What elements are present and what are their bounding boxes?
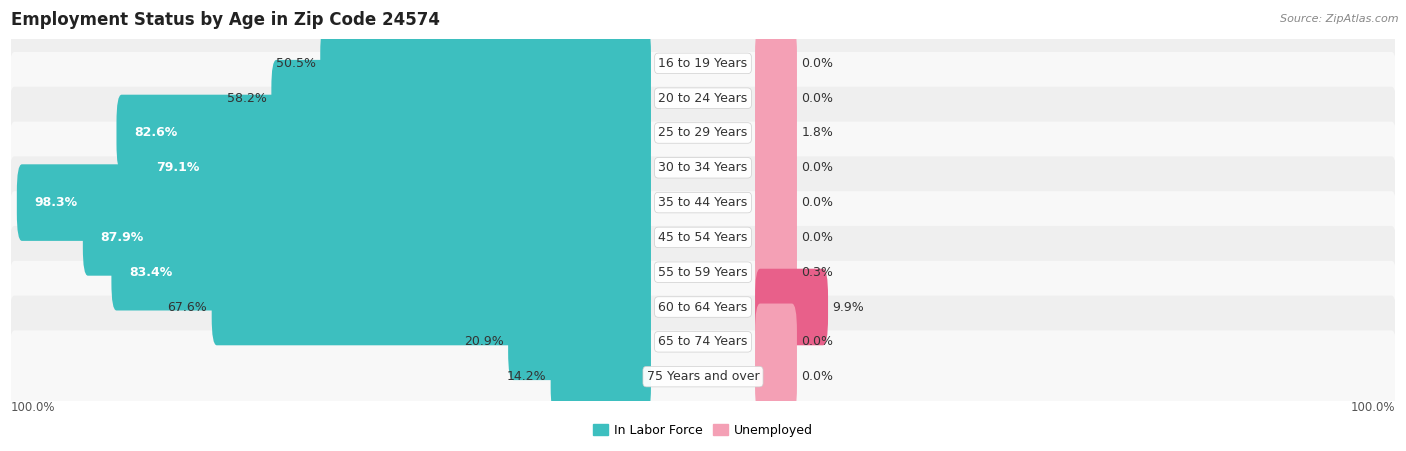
- Text: 30 to 34 Years: 30 to 34 Years: [658, 161, 748, 174]
- FancyBboxPatch shape: [10, 191, 1396, 284]
- FancyBboxPatch shape: [508, 304, 651, 380]
- Text: 45 to 54 Years: 45 to 54 Years: [658, 231, 748, 244]
- Text: 100.0%: 100.0%: [1350, 401, 1395, 414]
- FancyBboxPatch shape: [755, 304, 797, 380]
- Text: 0.3%: 0.3%: [801, 266, 834, 279]
- Text: 35 to 44 Years: 35 to 44 Years: [658, 196, 748, 209]
- Text: 14.2%: 14.2%: [506, 370, 546, 383]
- FancyBboxPatch shape: [10, 87, 1396, 179]
- FancyBboxPatch shape: [551, 338, 651, 415]
- FancyBboxPatch shape: [139, 129, 651, 206]
- FancyBboxPatch shape: [321, 25, 651, 101]
- FancyBboxPatch shape: [17, 164, 651, 241]
- FancyBboxPatch shape: [755, 129, 797, 206]
- FancyBboxPatch shape: [755, 269, 828, 345]
- Text: 50.5%: 50.5%: [276, 57, 316, 70]
- FancyBboxPatch shape: [10, 122, 1396, 214]
- FancyBboxPatch shape: [755, 95, 797, 171]
- Text: 0.0%: 0.0%: [801, 57, 834, 70]
- FancyBboxPatch shape: [755, 25, 797, 101]
- Text: 0.0%: 0.0%: [801, 231, 834, 244]
- Text: Employment Status by Age in Zip Code 24574: Employment Status by Age in Zip Code 245…: [11, 11, 440, 29]
- FancyBboxPatch shape: [212, 269, 651, 345]
- Text: 9.9%: 9.9%: [832, 300, 865, 313]
- FancyBboxPatch shape: [10, 331, 1396, 423]
- Text: 87.9%: 87.9%: [101, 231, 143, 244]
- FancyBboxPatch shape: [10, 52, 1396, 144]
- FancyBboxPatch shape: [755, 199, 797, 276]
- Text: 79.1%: 79.1%: [156, 161, 200, 174]
- FancyBboxPatch shape: [10, 17, 1396, 110]
- Text: 1.8%: 1.8%: [801, 126, 834, 139]
- FancyBboxPatch shape: [271, 60, 651, 137]
- Text: 67.6%: 67.6%: [167, 300, 207, 313]
- Text: 20.9%: 20.9%: [464, 336, 503, 348]
- Text: 60 to 64 Years: 60 to 64 Years: [658, 300, 748, 313]
- FancyBboxPatch shape: [10, 226, 1396, 318]
- FancyBboxPatch shape: [755, 60, 797, 137]
- Text: 0.0%: 0.0%: [801, 196, 834, 209]
- Text: 0.0%: 0.0%: [801, 370, 834, 383]
- Text: 100.0%: 100.0%: [11, 401, 56, 414]
- FancyBboxPatch shape: [83, 199, 651, 276]
- FancyBboxPatch shape: [10, 295, 1396, 388]
- FancyBboxPatch shape: [755, 164, 797, 241]
- FancyBboxPatch shape: [117, 95, 651, 171]
- Text: 55 to 59 Years: 55 to 59 Years: [658, 266, 748, 279]
- Text: 0.0%: 0.0%: [801, 92, 834, 105]
- FancyBboxPatch shape: [755, 338, 797, 415]
- Text: 0.0%: 0.0%: [801, 336, 834, 348]
- Legend: In Labor Force, Unemployed: In Labor Force, Unemployed: [588, 419, 818, 442]
- Text: 20 to 24 Years: 20 to 24 Years: [658, 92, 748, 105]
- Text: 16 to 19 Years: 16 to 19 Years: [658, 57, 748, 70]
- FancyBboxPatch shape: [755, 234, 797, 310]
- Text: 25 to 29 Years: 25 to 29 Years: [658, 126, 748, 139]
- FancyBboxPatch shape: [10, 156, 1396, 249]
- Text: 75 Years and over: 75 Years and over: [647, 370, 759, 383]
- Text: 65 to 74 Years: 65 to 74 Years: [658, 336, 748, 348]
- Text: 83.4%: 83.4%: [129, 266, 173, 279]
- Text: 0.0%: 0.0%: [801, 161, 834, 174]
- Text: Source: ZipAtlas.com: Source: ZipAtlas.com: [1281, 14, 1399, 23]
- FancyBboxPatch shape: [10, 261, 1396, 353]
- Text: 98.3%: 98.3%: [35, 196, 77, 209]
- FancyBboxPatch shape: [111, 234, 651, 310]
- Text: 58.2%: 58.2%: [226, 92, 267, 105]
- Text: 82.6%: 82.6%: [134, 126, 177, 139]
